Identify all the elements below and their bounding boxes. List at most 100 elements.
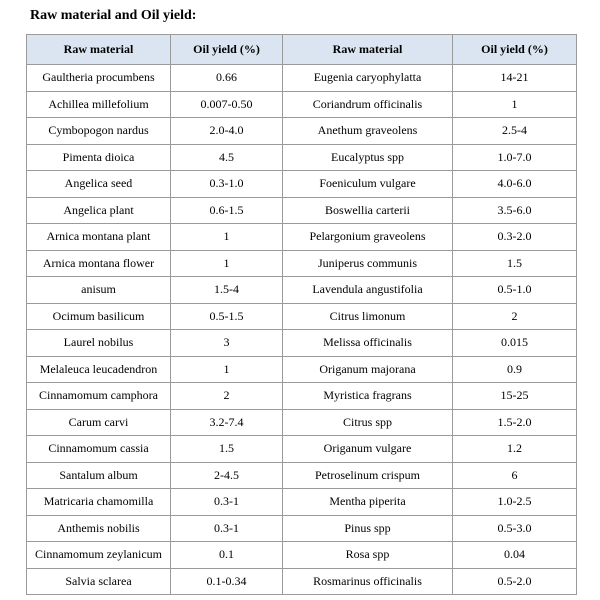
oil-yield-right-cell: 14-21	[452, 64, 577, 92]
oil-yield-left-cell: 0.007-0.50	[170, 90, 283, 118]
raw-material-left-cell: Melaleuca leucadendron	[26, 355, 171, 383]
oil-yield-right-cell: 0.5-1.0	[452, 276, 577, 304]
table-row: Santalum album 2-4.5 Petroselinum crispum 6	[26, 461, 577, 489]
table-row: Angelica seed 0.3-1.0 Foeniculum vulgare 4.…	[26, 170, 577, 198]
raw-material-left-cell: Pimenta dioica	[26, 143, 171, 171]
raw-material-left-cell: Cymbopogon nardus	[26, 117, 171, 145]
table-row: Melaleuca leucadendron 1 Origanum majorana…	[26, 355, 577, 383]
oil-yield-right-cell: 1.5-2.0	[452, 408, 577, 436]
table-row: Salvia sclarea 0.1-0.34 Rosmarinus officin…	[26, 567, 577, 595]
oil-yield-left-cell: 0.1	[170, 541, 283, 569]
raw-material-right-cell: Rosmarinus officinalis	[282, 567, 453, 595]
raw-material-left-cell: Arnica montana plant	[26, 223, 171, 251]
header-raw-material-right: Raw material	[282, 34, 453, 65]
oil-yield-left-cell: 0.3-1	[170, 514, 283, 542]
oil-yield-right-cell: 1.0-7.0	[452, 143, 577, 171]
oil-yield-right-cell: 0.5-2.0	[452, 567, 577, 595]
table-row: anisum 1.5-4 Lavendula angustifolia 0.5-1.0	[26, 276, 577, 304]
oil-yield-left-cell: 0.5-1.5	[170, 302, 283, 330]
raw-material-left-cell: Santalum album	[26, 461, 171, 489]
table-row: Cinnamomum zeylanicum 0.1 Rosa spp 0.04	[26, 541, 577, 569]
raw-material-right-cell: Origanum majorana	[282, 355, 453, 383]
oil-yield-right-cell: 0.04	[452, 541, 577, 569]
raw-material-left-cell: Angelica seed	[26, 170, 171, 198]
oil-yield-left-cell: 1.5	[170, 435, 283, 463]
raw-material-right-cell: Melissa officinalis	[282, 329, 453, 357]
raw-material-left-cell: Cinnamomum cassia	[26, 435, 171, 463]
raw-material-left-cell: Matricaria chamomilla	[26, 488, 171, 516]
table-row: Gaultheria procumbens 0.66 Eugenia caryoph…	[26, 64, 577, 92]
oil-yield-left-cell: 3.2-7.4	[170, 408, 283, 436]
oil-yield-right-cell: 3.5-6.0	[452, 196, 577, 224]
table-row: Pimenta dioica 4.5 Eucalyptus spp 1.0-7.0	[26, 143, 577, 171]
raw-material-right-cell: Coriandrum officinalis	[282, 90, 453, 118]
raw-material-right-cell: Pelargonium graveolens	[282, 223, 453, 251]
raw-material-right-cell: Myristica fragrans	[282, 382, 453, 410]
raw-material-right-cell: Pinus spp	[282, 514, 453, 542]
oil-yield-right-cell: 1	[452, 90, 577, 118]
table-row: Achillea millefolium 0.007-0.50 Coriandrum…	[26, 90, 577, 118]
raw-material-left-cell: Cinnamomum zeylanicum	[26, 541, 171, 569]
oil-yield-right-cell: 1.2	[452, 435, 577, 463]
raw-material-right-cell: Mentha piperita	[282, 488, 453, 516]
page-title: Raw material and Oil yield:	[30, 8, 197, 23]
oil-yield-right-cell: 2.5-4	[452, 117, 577, 145]
oil-yield-left-cell: 4.5	[170, 143, 283, 171]
raw-material-left-cell: Ocimum basilicum	[26, 302, 171, 330]
raw-material-left-cell: Carum carvi	[26, 408, 171, 436]
raw-material-left-cell: Arnica montana flower	[26, 249, 171, 277]
oil-yield-left-cell: 1	[170, 249, 283, 277]
raw-material-right-cell: Eugenia caryophylatta	[282, 64, 453, 92]
oil-yield-left-cell: 1	[170, 355, 283, 383]
table-row: Arnica montana flower 1 Juniperus communis…	[26, 249, 577, 277]
raw-material-right-cell: Foeniculum vulgare	[282, 170, 453, 198]
raw-material-right-cell: Petroselinum crispum	[282, 461, 453, 489]
table-row: Ocimum basilicum 0.5-1.5 Citrus limonum 2	[26, 302, 577, 330]
oil-yield-right-cell: 2	[452, 302, 577, 330]
raw-material-right-cell: Juniperus communis	[282, 249, 453, 277]
raw-material-left-cell: Cinnamomum camphora	[26, 382, 171, 410]
header-oil-yield-right: Oil yield (%)	[452, 34, 577, 65]
table-row: Anthemis nobilis 0.3-1 Pinus spp 0.5-3.0	[26, 514, 577, 542]
oil-yield-left-cell: 2	[170, 382, 283, 410]
oil-yield-left-cell: 1.5-4	[170, 276, 283, 304]
oil-yield-left-cell: 0.3-1.0	[170, 170, 283, 198]
raw-material-left-cell: Achillea millefolium	[26, 90, 171, 118]
raw-material-right-cell: Rosa spp	[282, 541, 453, 569]
table-row: Carum carvi 3.2-7.4 Citrus spp 1.5-2.0	[26, 408, 577, 436]
oil-yield-right-cell: 15-25	[452, 382, 577, 410]
oil-yield-left-cell: 0.6-1.5	[170, 196, 283, 224]
table-header-row: Raw material Oil yield (%) Raw material …	[26, 34, 577, 65]
oil-yield-right-cell: 0.015	[452, 329, 577, 357]
table-row: Laurel nobilus 3 Melissa officinalis 0.015	[26, 329, 577, 357]
oil-yield-right-cell: 6	[452, 461, 577, 489]
raw-material-right-cell: Lavendula angustifolia	[282, 276, 453, 304]
raw-material-right-cell: Anethum graveolens	[282, 117, 453, 145]
raw-material-right-cell: Boswellia carterii	[282, 196, 453, 224]
oil-yield-left-cell: 3	[170, 329, 283, 357]
oil-yield-right-cell: 1.0-2.5	[452, 488, 577, 516]
oil-yield-left-cell: 0.1-0.34	[170, 567, 283, 595]
table-row: Matricaria chamomilla 0.3-1 Mentha piperit…	[26, 488, 577, 516]
table-row: Cymbopogon nardus 2.0-4.0 Anethum graveole…	[26, 117, 577, 145]
oil-yield-right-cell: 0.9	[452, 355, 577, 383]
oil-yield-left-cell: 0.3-1	[170, 488, 283, 516]
oil-yield-left-cell: 1	[170, 223, 283, 251]
table-row: Angelica plant 0.6-1.5 Boswellia carterii 3…	[26, 196, 577, 224]
raw-material-left-cell: Anthemis nobilis	[26, 514, 171, 542]
raw-material-left-cell: Angelica plant	[26, 196, 171, 224]
header-raw-material-left: Raw material	[26, 34, 171, 65]
oil-yield-left-cell: 0.66	[170, 64, 283, 92]
table-row: Cinnamomum cassia 1.5 Origanum vulgare 1.2	[26, 435, 577, 463]
raw-material-right-cell: Citrus spp	[282, 408, 453, 436]
table-row: Cinnamomum camphora 2 Myristica fragrans 15…	[26, 382, 577, 410]
header-oil-yield-left: Oil yield (%)	[170, 34, 283, 65]
oil-yield-left-cell: 2.0-4.0	[170, 117, 283, 145]
oil-yield-right-cell: 0.3-2.0	[452, 223, 577, 251]
raw-material-left-cell: Salvia sclarea	[26, 567, 171, 595]
raw-material-right-cell: Citrus limonum	[282, 302, 453, 330]
raw-material-right-cell: Eucalyptus spp	[282, 143, 453, 171]
raw-material-left-cell: Gaultheria procumbens	[26, 64, 171, 92]
oil-yield-right-cell: 0.5-3.0	[452, 514, 577, 542]
table-row: Arnica montana plant 1 Pelargonium graveol…	[26, 223, 577, 251]
